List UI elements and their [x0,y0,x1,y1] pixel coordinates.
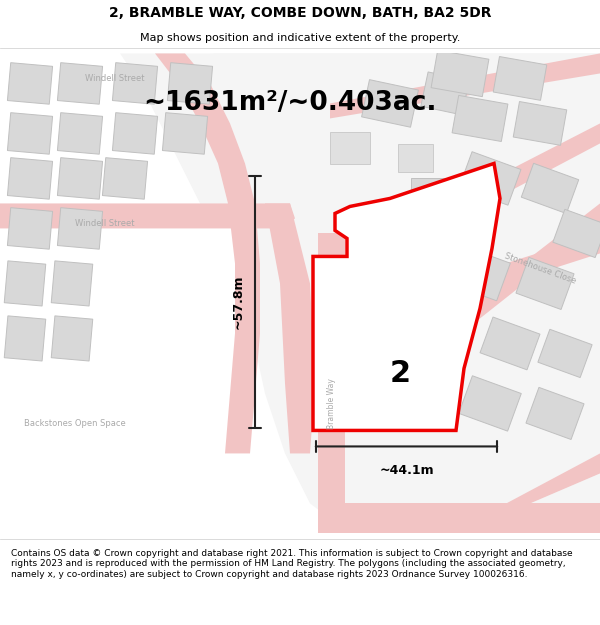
Polygon shape [425,124,600,233]
Bar [112,112,158,154]
Polygon shape [450,454,600,533]
Polygon shape [155,53,260,454]
Bar [58,62,103,104]
Polygon shape [0,53,600,223]
Bar [103,158,148,199]
Text: Windell Street: Windell Street [85,74,145,83]
Polygon shape [318,504,600,533]
Text: ~57.8m: ~57.8m [232,275,245,329]
Polygon shape [330,53,600,119]
Bar [449,246,511,301]
Polygon shape [260,204,315,454]
Polygon shape [355,204,600,414]
Text: Backstones Open Space: Backstones Open Space [24,419,126,428]
Bar [521,163,579,214]
Bar [7,62,53,104]
Text: 2: 2 [389,359,410,388]
Bar [7,158,53,199]
Text: Contains OS data © Crown copyright and database right 2021. This information is : Contains OS data © Crown copyright and d… [11,549,572,579]
Text: 2, BRAMBLE WAY, COMBE DOWN, BATH, BA2 5DR: 2, BRAMBLE WAY, COMBE DOWN, BATH, BA2 5D… [109,6,491,21]
Bar [112,62,158,104]
Bar [538,329,592,378]
Text: Windell Street: Windell Street [75,219,135,228]
Bar [362,79,418,128]
Polygon shape [210,53,600,533]
Bar [163,112,208,154]
Text: Stonehouse Close: Stonehouse Close [503,251,577,286]
Bar [526,388,584,439]
Bar [167,62,212,104]
Bar [7,112,53,154]
Bar [411,179,449,209]
Bar [421,72,469,115]
Bar [493,56,547,101]
Bar [58,112,103,154]
Polygon shape [318,233,345,533]
Polygon shape [348,233,600,334]
Bar [7,208,53,249]
Bar [4,316,46,361]
Bar [452,96,508,141]
Bar [58,158,103,199]
Bar [51,261,93,306]
Bar [480,317,540,370]
Text: ~1631m²/~0.403ac.: ~1631m²/~0.403ac. [143,91,437,116]
Text: ~44.1m: ~44.1m [379,464,434,478]
Bar [431,50,489,97]
Bar [51,316,93,361]
Bar [459,376,521,431]
Text: Map shows position and indicative extent of the property.: Map shows position and indicative extent… [140,32,460,43]
Text: Bramble Way: Bramble Way [328,378,337,429]
Bar [553,209,600,258]
Polygon shape [313,163,500,431]
Bar [58,208,103,249]
Bar [516,258,574,309]
Bar [513,101,567,146]
Bar [330,132,370,164]
Bar [459,152,521,205]
Polygon shape [0,204,295,228]
Bar [398,144,433,172]
Bar [4,261,46,306]
